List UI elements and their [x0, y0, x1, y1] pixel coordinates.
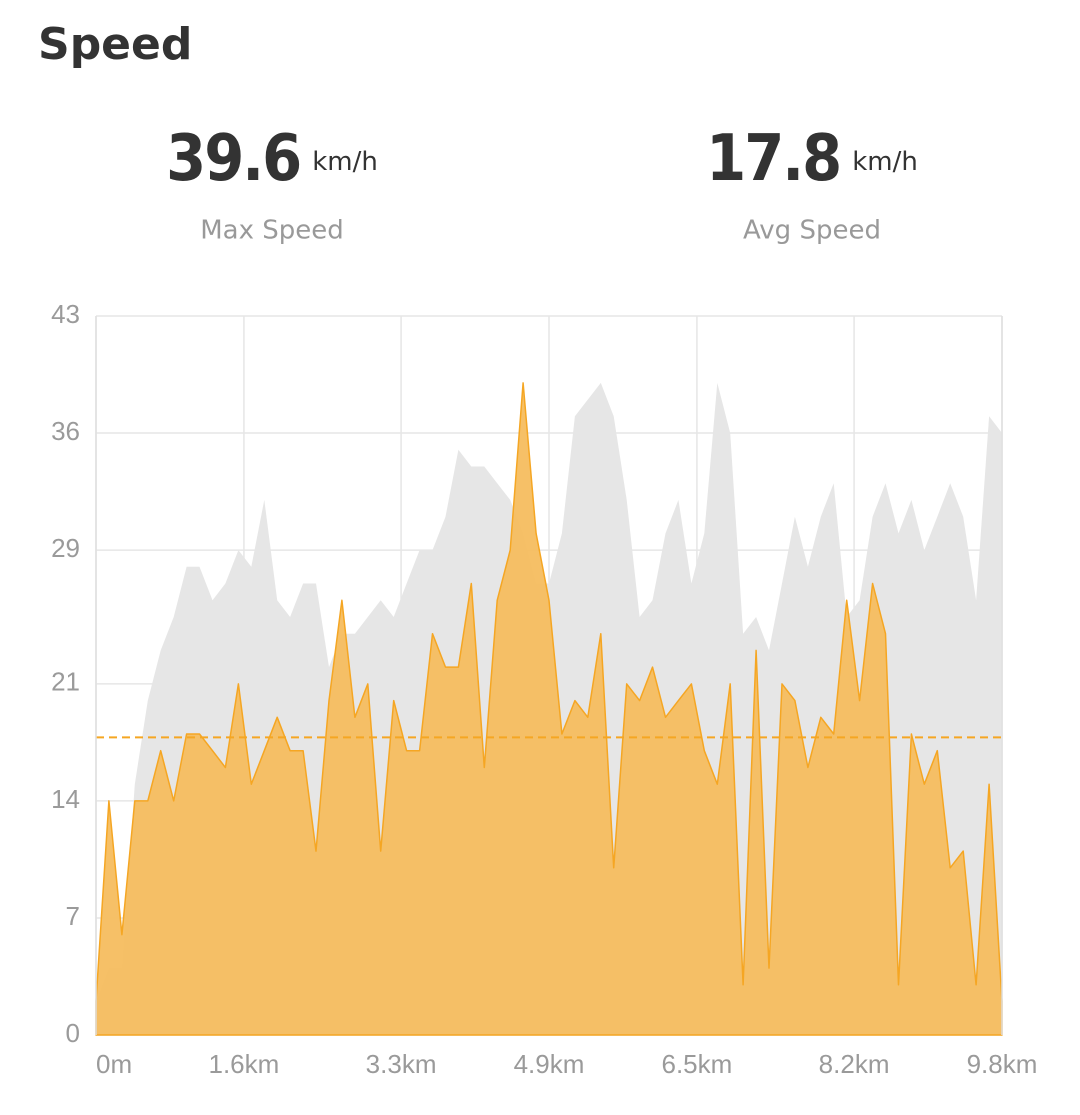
stat-value: 39.6 — [166, 122, 300, 196]
x-tick-label: 8.2km — [819, 1049, 890, 1079]
stat-label: Avg Speed — [743, 216, 881, 246]
y-tick-label: 29 — [51, 533, 80, 563]
stat: 39.6 km/h — [166, 122, 378, 196]
title: Speed — [38, 19, 192, 70]
x-tick-label: 0m — [96, 1049, 132, 1079]
x-tick-label: 1.6km — [209, 1049, 280, 1079]
y-tick-label: 21 — [51, 667, 80, 697]
stat-unit: km/h — [852, 147, 918, 177]
stat-unit: km/h — [312, 147, 378, 177]
y-tick-label: 0 — [66, 1018, 80, 1048]
stat: 17.8 km/h — [706, 122, 918, 196]
x-tick-label: 6.5km — [662, 1049, 733, 1079]
x-tick-label: 4.9km — [514, 1049, 585, 1079]
y-tick-label: 43 — [51, 299, 80, 329]
y-tick-label: 14 — [51, 784, 80, 814]
stat-label: Max Speed — [200, 216, 344, 246]
y-tick-label: 7 — [66, 901, 80, 931]
area — [95, 382, 1003, 1036]
stat-value: 17.8 — [706, 122, 840, 196]
y-tick-label: 36 — [51, 416, 80, 446]
x-tick-label: 9.8km — [967, 1049, 1038, 1079]
x-tick-label: 3.3km — [366, 1049, 437, 1079]
